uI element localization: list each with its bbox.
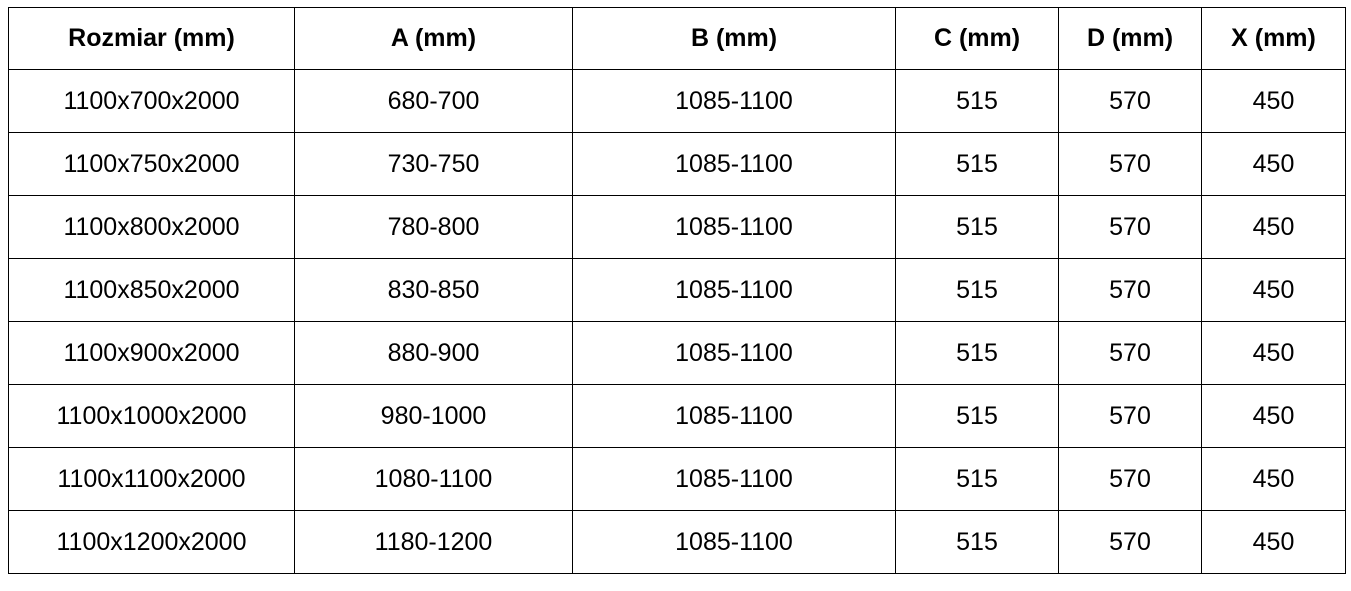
- cell-c: 515: [895, 384, 1059, 448]
- cell-b: 1085-1100: [572, 69, 896, 133]
- cell-b: 1085-1100: [572, 384, 896, 448]
- cell-size: 1100x1000x2000: [8, 384, 295, 448]
- table-row: 1100x1000x2000 980-1000 1085-1100 515 570 450: [8, 384, 1346, 448]
- column-header-d: D (mm): [1058, 7, 1202, 70]
- cell-d: 570: [1058, 195, 1202, 259]
- cell-size: 1100x1200x2000: [8, 510, 295, 574]
- table-body: 1100x700x2000 680-700 1085-1100 515 570 450 11…: [8, 69, 1346, 574]
- cell-a: 1180-1200: [294, 510, 573, 574]
- cell-x: 450: [1201, 195, 1346, 259]
- header-row: Rozmiar (mm) A (mm) B (mm) C (mm) D (mm) X (m…: [8, 7, 1346, 70]
- dimensions-table: Rozmiar (mm) A (mm) B (mm) C (mm) D (mm) X (m…: [8, 7, 1346, 574]
- table-row: 1100x750x2000 730-750 1085-1100 515 570 450: [8, 132, 1346, 196]
- cell-a: 780-800: [294, 195, 573, 259]
- column-header-b: B (mm): [572, 7, 896, 70]
- cell-d: 570: [1058, 510, 1202, 574]
- cell-a: 680-700: [294, 69, 573, 133]
- cell-x: 450: [1201, 447, 1346, 511]
- cell-b: 1085-1100: [572, 132, 896, 196]
- cell-x: 450: [1201, 258, 1346, 322]
- cell-x: 450: [1201, 69, 1346, 133]
- cell-d: 570: [1058, 447, 1202, 511]
- cell-size: 1100x850x2000: [8, 258, 295, 322]
- column-header-c: C (mm): [895, 7, 1059, 70]
- cell-d: 570: [1058, 69, 1202, 133]
- cell-a: 880-900: [294, 321, 573, 385]
- cell-x: 450: [1201, 132, 1346, 196]
- cell-d: 570: [1058, 132, 1202, 196]
- cell-x: 450: [1201, 321, 1346, 385]
- column-header-size: Rozmiar (mm): [8, 7, 295, 70]
- cell-c: 515: [895, 321, 1059, 385]
- cell-a: 980-1000: [294, 384, 573, 448]
- cell-c: 515: [895, 195, 1059, 259]
- cell-size: 1100x700x2000: [8, 69, 295, 133]
- cell-b: 1085-1100: [572, 447, 896, 511]
- cell-a: 830-850: [294, 258, 573, 322]
- table-row: 1100x1100x2000 1080-1100 1085-1100 515 570 45…: [8, 447, 1346, 511]
- cell-d: 570: [1058, 384, 1202, 448]
- cell-size: 1100x900x2000: [8, 321, 295, 385]
- cell-size: 1100x800x2000: [8, 195, 295, 259]
- table-row: 1100x850x2000 830-850 1085-1100 515 570 450: [8, 258, 1346, 322]
- cell-b: 1085-1100: [572, 195, 896, 259]
- cell-d: 570: [1058, 258, 1202, 322]
- cell-b: 1085-1100: [572, 510, 896, 574]
- cell-c: 515: [895, 69, 1059, 133]
- cell-c: 515: [895, 447, 1059, 511]
- cell-d: 570: [1058, 321, 1202, 385]
- table-row: 1100x1200x2000 1180-1200 1085-1100 515 570 45…: [8, 510, 1346, 574]
- table-row: 1100x900x2000 880-900 1085-1100 515 570 450: [8, 321, 1346, 385]
- cell-a: 1080-1100: [294, 447, 573, 511]
- table-row: 1100x800x2000 780-800 1085-1100 515 570 450: [8, 195, 1346, 259]
- cell-c: 515: [895, 132, 1059, 196]
- cell-a: 730-750: [294, 132, 573, 196]
- cell-x: 450: [1201, 510, 1346, 574]
- table-row: 1100x700x2000 680-700 1085-1100 515 570 450: [8, 69, 1346, 133]
- column-header-x: X (mm): [1201, 7, 1346, 70]
- column-header-a: A (mm): [294, 7, 573, 70]
- cell-b: 1085-1100: [572, 258, 896, 322]
- cell-c: 515: [895, 510, 1059, 574]
- cell-b: 1085-1100: [572, 321, 896, 385]
- cell-c: 515: [895, 258, 1059, 322]
- cell-size: 1100x750x2000: [8, 132, 295, 196]
- cell-size: 1100x1100x2000: [8, 447, 295, 511]
- cell-x: 450: [1201, 384, 1346, 448]
